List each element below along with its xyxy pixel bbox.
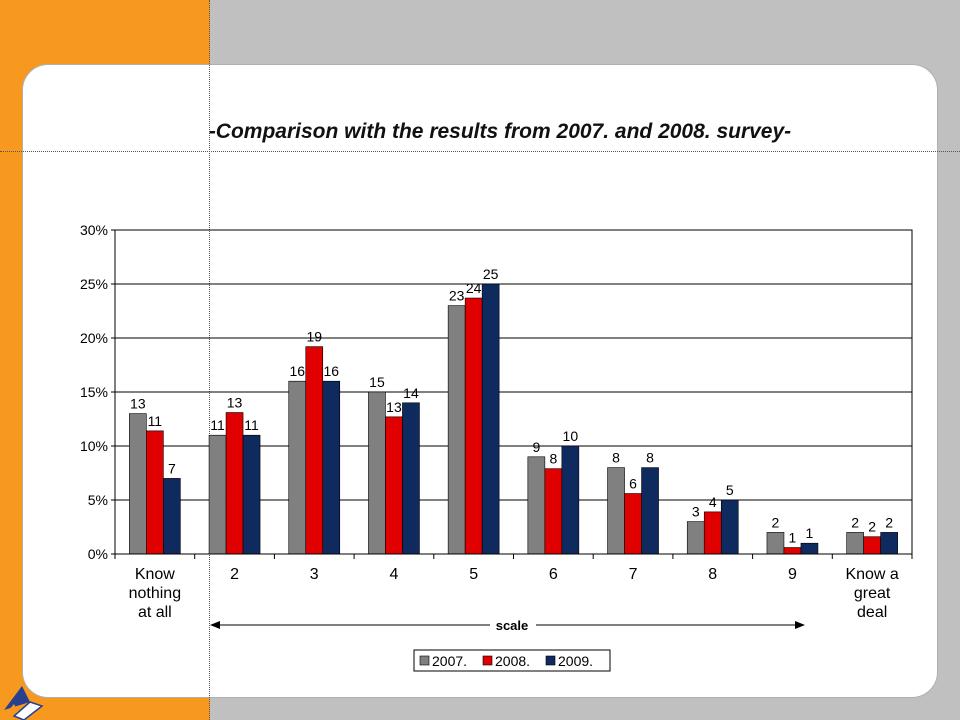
bar-value-label: 2 [885,514,893,530]
y-tick-label: 15% [80,384,108,400]
bar-value-label: 5 [726,482,734,498]
chart-axes [111,229,913,559]
chart-y-tick-labels: 0% 5% 10% 15% 20% 25% 30% [80,222,108,562]
y-tick-label: 20% [80,330,108,346]
scale-arrow-head-left [210,621,220,629]
bar-value-label: 2 [772,514,780,530]
logo-icon [2,686,44,720]
bar [163,478,181,555]
legend-swatch [482,655,493,666]
bar [607,467,625,555]
y-tick-label: 30% [80,222,108,238]
bar-value-label: 2 [868,519,876,535]
y-tick-label: 25% [80,276,108,292]
bar [766,532,785,555]
bar [225,412,244,555]
bar-value-label: 11 [148,413,163,429]
bar-value-label: 3 [692,504,700,520]
bar [305,346,324,555]
bar [322,380,341,555]
bar-value-label: 13 [227,395,243,411]
bar-value-label: 11 [210,417,225,433]
bar-value-label: 6 [629,476,637,492]
bar [481,283,500,555]
scale-label: scale [496,618,529,633]
y-tick-label: 10% [80,438,108,454]
legend-swatch [419,655,430,666]
x-tick-label: 3 [310,566,319,583]
bar [368,391,386,555]
bar-value-label: 4 [709,494,717,510]
bar [641,467,659,555]
legend-box [413,649,611,672]
bar [544,468,563,555]
chart-legend: 2007. 2008. 2009. [413,649,611,672]
x-tick-label: 7 [629,566,638,583]
x-tick-label: Know nothing at all [129,566,182,621]
bar [880,532,898,555]
bar-value-label: 16 [289,363,305,379]
bar [464,297,483,555]
dotted-guide-horizontal [0,151,960,152]
bar [624,493,642,555]
bar-value-label: 8 [549,451,557,467]
bar-value-label: 19 [306,329,322,345]
x-tick-label: 4 [389,566,398,583]
bar [288,380,307,555]
bar-value-label: 14 [403,385,419,401]
x-tick-label: 9 [788,566,797,583]
y-tick-label: 0% [88,546,108,562]
x-tick-label: 6 [549,566,558,583]
bar-value-label: 9 [532,439,540,455]
bar-value-label: 10 [563,428,579,444]
bar-value-label: 23 [449,288,465,304]
bar-value-label: 25 [483,266,499,282]
bar-value-label: 1 [806,525,814,541]
bar [129,413,147,555]
bar-value-label: 11 [244,417,259,433]
chart-x-tick-labels: Know nothing at all 2 3 4 5 6 7 8 9 Know a great deal [129,566,899,621]
chart-bars [129,283,898,555]
y-tick-label: 5% [88,492,108,508]
bar [863,536,881,555]
bar-value-label: 16 [323,363,339,379]
x-tick-label: 5 [469,566,478,583]
scale-annotation: scale [210,618,805,633]
bar-value-label: 1 [789,530,797,546]
bar [527,456,546,555]
bar [800,542,819,555]
bar-value-label: 24 [466,280,482,296]
bar [686,521,705,555]
x-tick-label: 2 [230,566,239,583]
bar [846,532,864,555]
bar [242,434,261,555]
x-tick-label: 8 [708,566,717,583]
bar-value-label: 13 [386,399,402,415]
bar [561,445,580,555]
legend-label: 2007. [432,653,467,669]
legend-label: 2009. [558,653,593,669]
dotted-guide-vertical [209,0,210,720]
bar-value-label: 7 [168,460,176,476]
legend-swatch [545,655,556,666]
bar [402,402,420,555]
bar [783,547,802,555]
bar [146,430,164,555]
bar-value-label: 15 [369,374,385,390]
bar [385,416,403,555]
bar-value-label: 2 [851,514,859,530]
bar [703,511,722,555]
bar [720,499,739,555]
bar [208,434,227,555]
legend-label: 2008. [495,653,530,669]
bar-value-label: 8 [646,450,654,466]
bar-value-label: 8 [612,450,620,466]
page-title: -Comparison with the results from 2007. … [208,120,792,143]
bar [447,305,466,555]
x-tick-label: Know a great deal [845,566,898,621]
scale-arrow-head-right [795,621,805,629]
bar-value-label: 13 [130,396,146,412]
